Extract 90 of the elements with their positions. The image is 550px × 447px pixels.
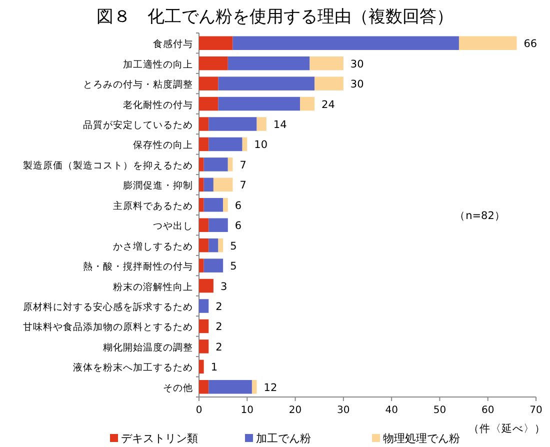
total-label: 10 <box>254 139 268 152</box>
total-label: 2 <box>216 341 222 354</box>
y-tick-label: 主原料であるため <box>113 200 193 212</box>
bar <box>208 218 228 232</box>
total-label: 14 <box>273 119 288 131</box>
bar <box>199 380 209 394</box>
bar <box>458 36 517 50</box>
total-label: 6 <box>234 200 242 212</box>
y-tick-label: とろみの付与・粘度調整 <box>83 78 193 91</box>
total-label: 1 <box>210 362 218 374</box>
y-tick-label: 老化耐性の付与 <box>123 98 193 111</box>
y-tick-label: 食感付与 <box>153 38 193 50</box>
bar <box>223 198 228 212</box>
bar <box>199 36 233 50</box>
bar <box>208 117 257 131</box>
y-tick-label: 原材料に対する安心感を訴求するため <box>23 301 193 313</box>
y-tick-label: 品質が安定しているため <box>83 119 193 131</box>
y-tick-label: つや出し <box>153 220 193 232</box>
x-tick-label: 0 <box>196 405 202 416</box>
bar <box>199 117 209 131</box>
total-label: 6 <box>234 220 242 232</box>
bar <box>199 299 209 313</box>
bar <box>213 178 233 192</box>
bar <box>208 380 252 394</box>
total-label: 2 <box>216 321 222 334</box>
bar <box>314 76 344 90</box>
bar <box>199 360 204 374</box>
bar <box>199 198 204 212</box>
y-tick-label: 製造原価（製造コスト）を抑えるため <box>23 159 193 172</box>
y-tick-label: 糊化開始温度の調整 <box>103 341 193 354</box>
bar <box>218 238 224 252</box>
bar <box>199 340 209 354</box>
annotation: （n=82） <box>454 210 506 222</box>
bar <box>199 76 218 90</box>
x-tick-label: 30 <box>337 405 350 416</box>
total-label: 7 <box>240 159 246 172</box>
bar <box>199 258 204 272</box>
bar <box>199 158 204 172</box>
x-tick-label: 50 <box>433 405 446 416</box>
bar <box>199 278 214 293</box>
y-tick-label: 加工適性の向上 <box>123 58 193 70</box>
total-label: 66 <box>524 38 538 50</box>
total-label: 5 <box>230 260 237 273</box>
text: （件〈延べ〉） <box>468 423 546 435</box>
bar <box>199 96 218 111</box>
y-tick-label: 甘味料や食品添加物の原料とするため <box>23 321 193 334</box>
bar <box>218 96 300 111</box>
bar <box>204 258 224 272</box>
bar <box>204 178 214 192</box>
title: 図８ 化工でん粉を使用する理由（複数回答） <box>96 7 454 27</box>
bar <box>252 380 257 394</box>
bar <box>199 238 209 252</box>
y-tick-label: 粉末の溶解性向上 <box>113 280 193 293</box>
x-tick-label: 40 <box>385 405 398 416</box>
y-tick-label: 保存性の向上 <box>133 139 193 152</box>
y-tick-label: 液体を粉末へ加工するため <box>73 362 193 374</box>
bar <box>204 198 224 212</box>
bar <box>204 158 228 172</box>
y-tick-label: 膨潤促進・抑制 <box>123 180 193 192</box>
total-label: 30 <box>350 58 364 70</box>
bar <box>199 319 209 334</box>
total-label: 3 <box>220 280 228 293</box>
bar <box>208 238 218 252</box>
total-label: 7 <box>240 180 246 192</box>
total-label: 24 <box>322 98 336 111</box>
bar <box>300 96 315 111</box>
x-tick-label: 10 <box>240 405 254 416</box>
bar <box>232 36 459 50</box>
bar <box>199 178 204 192</box>
y-tick-label: かさ増しするため <box>113 240 193 252</box>
bar <box>242 137 248 152</box>
total-label: 2 <box>216 301 222 313</box>
bar <box>310 56 344 70</box>
x-tick-label: 70 <box>530 405 542 416</box>
bar <box>199 218 209 232</box>
bar <box>218 76 315 90</box>
total-label: 12 <box>264 382 278 394</box>
bar <box>228 56 310 70</box>
legend-label: 加工でん粉 <box>256 432 311 445</box>
total-label: 5 <box>230 240 237 252</box>
y-tick-label: その他 <box>163 382 193 394</box>
bar <box>199 56 228 70</box>
bar <box>199 137 209 152</box>
y-tick-label: 熱・酸・撹拌耐性の付与 <box>83 260 193 273</box>
x-tick-label: 60 <box>481 405 494 416</box>
x-tick-label: 20 <box>288 405 302 416</box>
bar <box>256 117 266 131</box>
bar <box>228 158 233 172</box>
bar <box>208 137 242 152</box>
total-label: 30 <box>350 78 364 91</box>
